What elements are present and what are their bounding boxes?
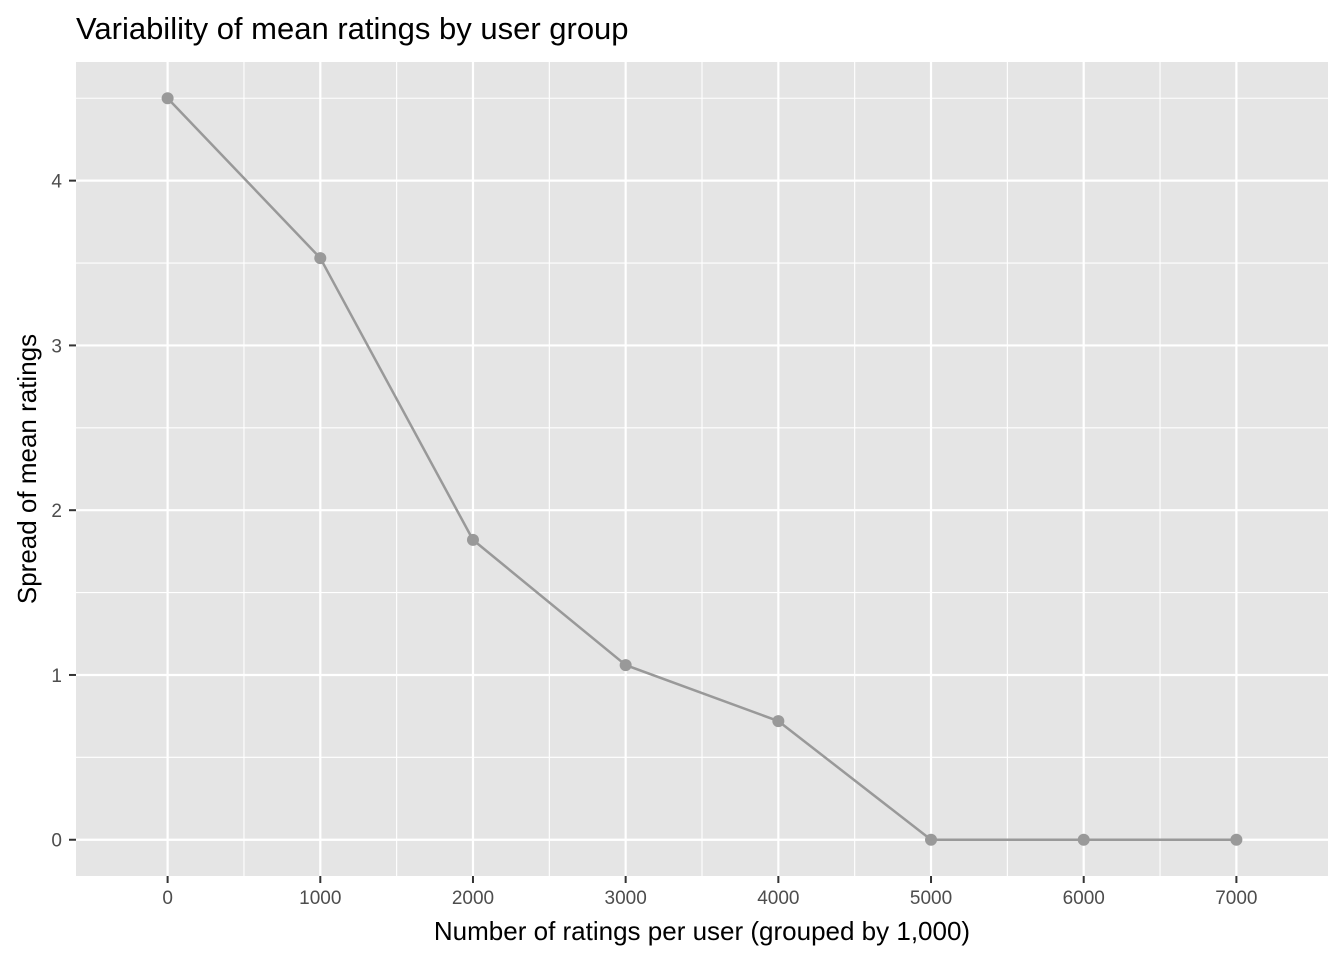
x-tick-label: 4000	[757, 888, 799, 909]
series-points	[161, 92, 1243, 846]
data-point	[466, 533, 479, 546]
y-tick-label: 1	[51, 666, 62, 687]
data-point	[1230, 833, 1243, 846]
x-tick-label: 1000	[299, 888, 341, 909]
y-tick-label: 3	[51, 336, 62, 357]
data-point	[314, 252, 327, 265]
x-axis-title: Number of ratings per user (grouped by 1…	[434, 916, 970, 946]
data-point	[772, 715, 785, 728]
y-axis-ticks: 0 1 2 3 4	[51, 172, 76, 852]
x-tick-label: 2000	[452, 888, 494, 909]
y-tick-label: 4	[51, 172, 62, 193]
y-axis-title: Spread of mean ratings	[12, 334, 42, 604]
series-line	[166, 97, 1237, 841]
data-point	[619, 659, 632, 672]
chart-title: Variability of mean ratings by user grou…	[76, 11, 629, 46]
x-tick-label: 3000	[605, 888, 647, 909]
x-axis-ticks: 0 1000 2000 3000 4000 5000 6000 7000	[162, 876, 1258, 909]
major-gridlines	[76, 62, 1328, 876]
y-tick-label: 2	[51, 501, 62, 522]
data-point	[161, 92, 174, 105]
x-tick-label: 0	[162, 888, 173, 909]
x-tick-label: 7000	[1215, 888, 1257, 909]
data-point	[925, 833, 938, 846]
y-tick-label: 0	[51, 831, 62, 852]
x-tick-label: 6000	[1063, 888, 1105, 909]
data-point	[1077, 833, 1090, 846]
x-tick-label: 5000	[910, 888, 952, 909]
minor-gridlines	[76, 62, 1328, 876]
series-lines	[166, 97, 1237, 841]
